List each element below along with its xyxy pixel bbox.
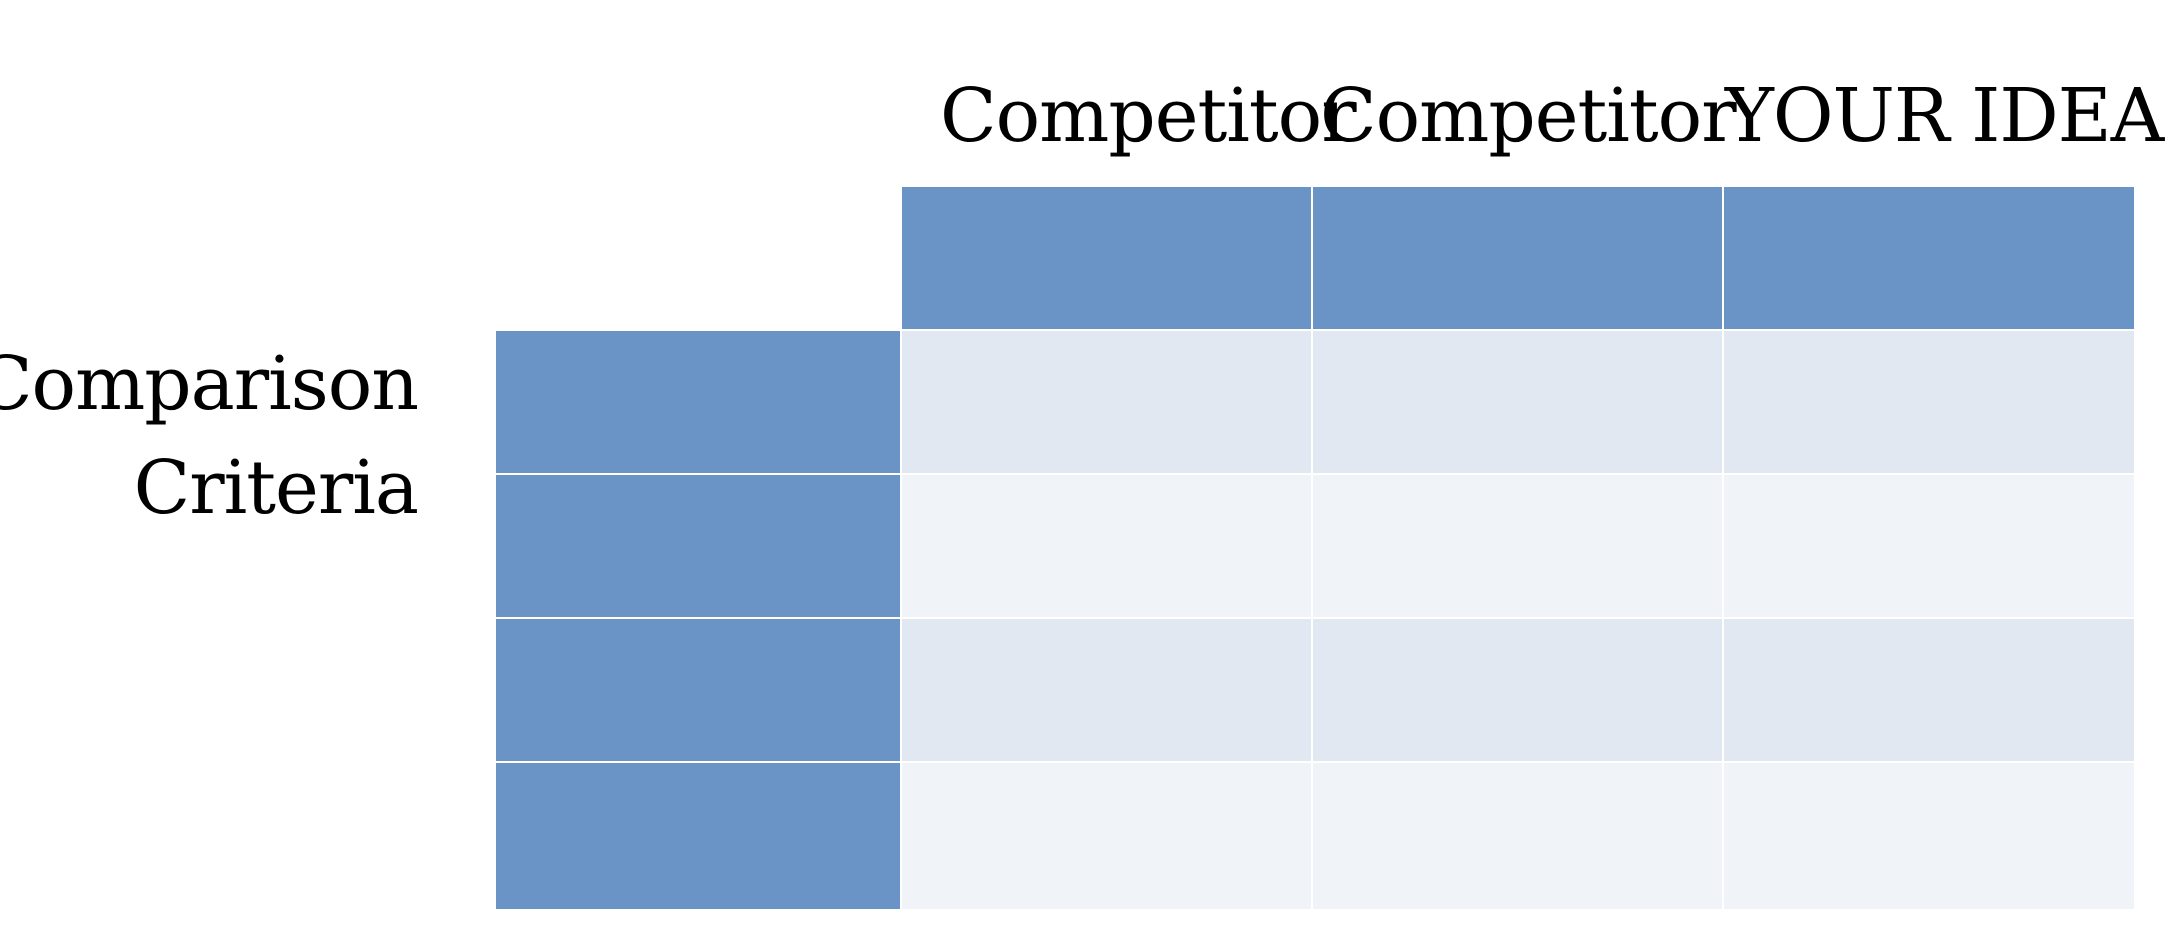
table-cell xyxy=(902,619,1313,763)
table-cell xyxy=(1313,763,1724,911)
criteria-cell-4 xyxy=(496,763,902,911)
table-cell xyxy=(1724,331,2136,475)
header-cell-competitor-1 xyxy=(902,187,1313,331)
table-cell xyxy=(1724,619,2136,763)
table-cell xyxy=(902,763,1313,911)
table-cell xyxy=(1313,475,1724,619)
criteria-cell-3 xyxy=(496,619,902,763)
row-group-label-line-1: Comparison xyxy=(0,341,419,427)
column-header-competitor-2: Competitor xyxy=(1320,73,1737,159)
table-cell xyxy=(902,475,1313,619)
row-group-label-line-2: Criteria xyxy=(133,445,419,531)
table-cell xyxy=(1724,763,2136,911)
table-cell xyxy=(1313,331,1724,475)
table-corner xyxy=(496,187,902,331)
criteria-cell-1 xyxy=(496,331,902,475)
criteria-cell-2 xyxy=(496,475,902,619)
table-cell xyxy=(1724,475,2136,619)
table-cell xyxy=(1313,619,1724,763)
header-cell-your-idea xyxy=(1724,187,2136,331)
table-cell xyxy=(902,331,1313,475)
column-header-your-idea: YOUR IDEA xyxy=(1725,73,2164,159)
header-cell-competitor-2 xyxy=(1313,187,1724,331)
comparison-table xyxy=(496,187,2136,911)
column-header-competitor-1: Competitor xyxy=(940,73,1357,159)
